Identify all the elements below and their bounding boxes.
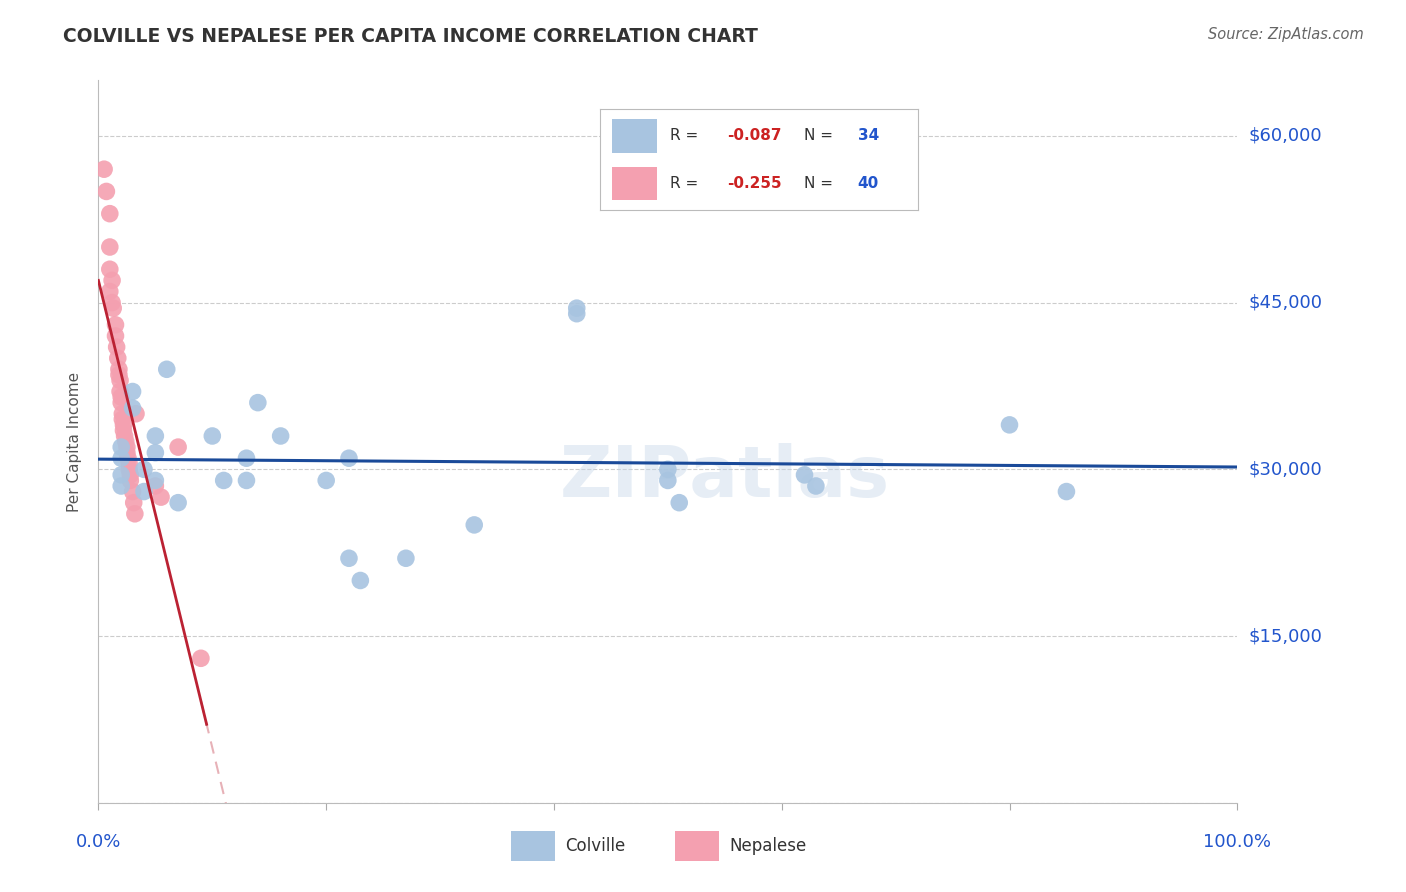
Point [804, 479, 827, 493]
Text: COLVILLE VS NEPALESE PER CAPITA INCOME CORRELATION CHART: COLVILLE VS NEPALESE PER CAPITA INCOME C… [63, 27, 758, 45]
Point [110, 440, 132, 454]
Point [998, 417, 1021, 432]
Point [668, 496, 690, 510]
Point [98, 240, 121, 254]
Point [201, 429, 224, 443]
Point [167, 496, 190, 510]
Point [111, 407, 134, 421]
Point [108, 373, 131, 387]
Point [98, 285, 121, 299]
Point [101, 273, 124, 287]
Text: $30,000: $30,000 [1249, 460, 1322, 478]
Point [110, 390, 132, 404]
Point [657, 462, 679, 476]
Point [156, 362, 179, 376]
Point [337, 551, 360, 566]
Text: 100.0%: 100.0% [1204, 833, 1271, 851]
Text: ZIPatlas: ZIPatlas [560, 443, 890, 512]
Point [103, 301, 125, 315]
Point [120, 474, 142, 488]
Point [565, 307, 588, 321]
Point [110, 467, 132, 482]
Point [105, 340, 128, 354]
Point [114, 429, 136, 443]
Text: Source: ZipAtlas.com: Source: ZipAtlas.com [1208, 27, 1364, 42]
Point [246, 395, 269, 409]
Point [270, 429, 292, 443]
Point [101, 295, 124, 310]
Point [145, 474, 167, 488]
Point [190, 651, 212, 665]
Point [108, 384, 131, 399]
Point [145, 445, 167, 459]
Point [125, 407, 148, 421]
Point [98, 262, 121, 277]
Point [104, 329, 127, 343]
Point [463, 517, 485, 532]
Point [349, 574, 371, 588]
Point [132, 462, 155, 476]
Point [150, 490, 173, 504]
Point [145, 479, 167, 493]
Point [121, 384, 143, 399]
Point [93, 162, 115, 177]
Point [1054, 484, 1078, 499]
Point [98, 207, 121, 221]
Point [167, 440, 190, 454]
Point [337, 451, 360, 466]
Point [132, 484, 155, 499]
Text: $15,000: $15,000 [1249, 627, 1322, 645]
Point [115, 445, 138, 459]
Point [124, 507, 146, 521]
Point [565, 301, 588, 315]
Point [120, 467, 142, 482]
Point [111, 412, 134, 426]
Point [121, 401, 143, 416]
Point [315, 474, 337, 488]
Point [110, 395, 132, 409]
Point [110, 451, 132, 466]
Point [108, 368, 131, 382]
Point [235, 474, 257, 488]
Y-axis label: Per Capita Income: Per Capita Income [67, 371, 83, 512]
Point [235, 451, 257, 466]
Text: $45,000: $45,000 [1249, 293, 1323, 311]
Point [118, 457, 141, 471]
Point [657, 474, 679, 488]
Point [121, 484, 143, 499]
Text: 0.0%: 0.0% [76, 833, 121, 851]
Point [107, 351, 129, 366]
Point [122, 496, 145, 510]
Point [104, 318, 127, 332]
Point [115, 440, 138, 454]
Point [793, 467, 815, 482]
Point [212, 474, 235, 488]
Point [117, 451, 139, 466]
Text: $60,000: $60,000 [1249, 127, 1322, 145]
Point [112, 424, 135, 438]
Point [110, 479, 132, 493]
Point [395, 551, 418, 566]
Point [112, 417, 135, 432]
Point [96, 185, 118, 199]
Point [108, 362, 131, 376]
Point [145, 429, 167, 443]
Point [114, 434, 136, 449]
Point [118, 462, 141, 476]
